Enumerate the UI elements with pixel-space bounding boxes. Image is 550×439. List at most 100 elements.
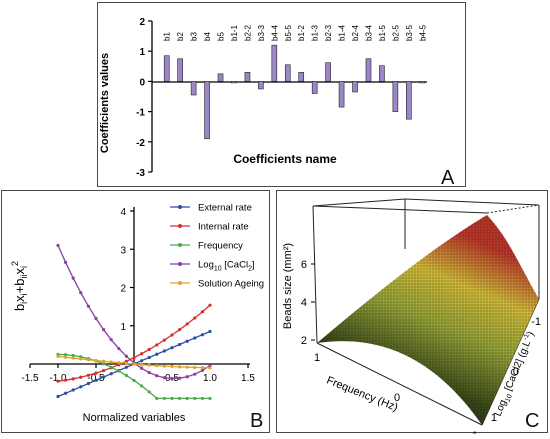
panel-label-c: C [525, 410, 539, 432]
series-point-3 [79, 291, 83, 295]
x-tick-label: 0 [394, 392, 400, 404]
series-point-2 [178, 396, 182, 401]
bar-b2 [177, 58, 183, 82]
series-point-4 [56, 354, 60, 358]
bar-b2-3 [325, 62, 331, 82]
x-axis-title: Normalized variables [83, 412, 186, 424]
bar-b3-4 [365, 58, 372, 82]
series-point-1 [94, 371, 98, 375]
series-point-3 [170, 376, 174, 381]
series-point-1 [79, 375, 83, 379]
series-point-1 [193, 316, 197, 320]
category-label-b4-5: b4-5 [418, 24, 427, 41]
category-label-b4-4: b4-4 [270, 24, 279, 41]
legend-marker-1 [178, 224, 182, 228]
series-point-0 [124, 365, 128, 369]
x-tick-label: -1.5 [21, 373, 39, 384]
y-tick-label: -2 [136, 138, 145, 149]
category-label-b2-4: b2-4 [351, 24, 360, 41]
z-axis-title: Beads size (mm²) [282, 243, 294, 329]
series-point-0 [185, 339, 189, 343]
category-label-b3-3: b3-3 [257, 24, 266, 41]
category-label-b3-4: b3-4 [364, 24, 373, 41]
series-point-2 [102, 362, 106, 366]
series-point-4 [64, 355, 68, 359]
bar-chart: 2 1 0 -1 -2 -3 b1 b2 b3 b4 b5 b1-1 b2-2 b3-3 b4-4 b5-5… [99, 17, 455, 189]
category-label-b5: b5 [217, 32, 226, 41]
series-point-4 [162, 364, 166, 368]
series-point-4 [79, 357, 83, 361]
x-tick-label: 1.5 [241, 373, 255, 384]
series-point-4 [102, 359, 106, 363]
series-point-0 [94, 378, 98, 382]
series-point-3 [124, 354, 128, 358]
x-tick-label: 1.0 [203, 373, 217, 384]
series-point-3 [64, 260, 68, 264]
series-point-1 [64, 378, 68, 382]
y-axis-title: Coefficients values [99, 53, 111, 153]
x-tick-label: -1.0 [49, 373, 67, 384]
y-ticks: 4 3 2 1 [120, 207, 134, 333]
series-point-4 [147, 363, 151, 367]
series-point-0 [64, 391, 68, 395]
bar-b1-4 [338, 81, 345, 108]
series-point-4 [178, 365, 182, 369]
series-point-0 [79, 385, 83, 389]
series-point-1 [140, 352, 144, 356]
series-point-1 [208, 303, 212, 307]
series-point-1 [102, 369, 106, 373]
category-label-b1-2: b1-2 [297, 24, 306, 41]
y-tick-label: 1 [139, 47, 145, 58]
category-label-b1-5: b1-5 [378, 24, 387, 41]
series-point-2 [200, 396, 204, 401]
bar-b2-4 [352, 81, 358, 93]
bar-b4 [204, 81, 210, 140]
series-point-4 [155, 364, 159, 368]
z-ticks: 2 4 6 [301, 259, 315, 347]
series-point-0 [178, 342, 182, 347]
series-point-0 [71, 388, 75, 392]
series-point-3 [94, 316, 98, 321]
y-tick-label: -3 [136, 168, 145, 179]
series-point-1 [200, 310, 204, 314]
series-point-3 [193, 372, 197, 376]
y-ticks: -1 0 1 [491, 316, 541, 424]
series-point-2 [140, 384, 144, 388]
series-point-0 [155, 352, 159, 356]
category-labels: b1 b2 b3 b4 b5 b1-1 b2-2 b3-3 b4-4 b5-5 b1-2 b1-3 b2… [163, 24, 428, 41]
series-point-3 [208, 363, 212, 368]
series-point-3 [117, 346, 121, 351]
surface-mesh [317, 215, 539, 425]
bar-b3-3 [258, 81, 264, 90]
series-point-1 [56, 379, 60, 383]
series-point-4 [109, 360, 113, 364]
series-point-4 [193, 365, 197, 370]
series-point-3 [185, 375, 189, 379]
bar-b2-2 [244, 72, 251, 82]
y-tick-label: 2 [120, 284, 126, 295]
surface-plot: 2 4 6 Beads size (mm²) 1 0 -1 Frequency (Hz)… [282, 198, 541, 439]
series-point-1 [162, 338, 166, 342]
series-point-4 [71, 356, 75, 360]
series-point-2 [155, 396, 159, 401]
series-point-0 [86, 381, 90, 386]
series-point-3 [162, 376, 166, 380]
legend-marker-4 [178, 281, 182, 285]
series-point-1 [71, 377, 75, 381]
category-label-b1-3: b1-3 [311, 24, 320, 41]
series [56, 243, 212, 401]
series-point-1 [147, 347, 151, 352]
category-label-b1-1: b1-1 [230, 24, 239, 41]
y-tick-label: 1 [491, 412, 497, 424]
series-point-1 [132, 356, 136, 360]
x-tick-label: 1 [314, 352, 320, 364]
category-label-b2-5: b2-5 [391, 24, 400, 41]
series-point-0 [140, 359, 144, 363]
series-point-4 [200, 366, 204, 370]
series-point-3 [140, 366, 144, 370]
legend-label-1: Internal rate [198, 222, 249, 233]
series-point-3 [155, 374, 159, 378]
series-point-4 [124, 361, 128, 365]
series-point-3 [109, 338, 113, 342]
series-point-4 [208, 366, 212, 370]
